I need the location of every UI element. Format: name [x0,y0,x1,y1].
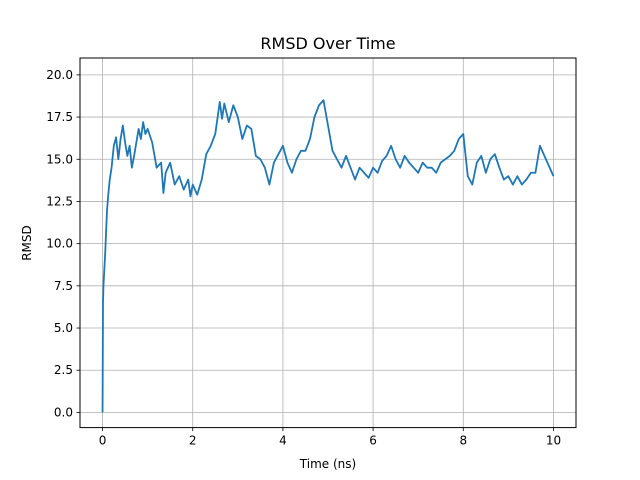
y-tick-label: 2.5 [54,363,73,377]
y-tick-label: 5.0 [54,321,73,335]
y-tick-label: 0.0 [54,405,73,419]
plot-frame [79,57,577,429]
x-tick-label: 10 [546,434,561,448]
x-tick-label: 6 [369,434,377,448]
x-tick-label: 4 [279,434,287,448]
y-tick-label: 20.0 [46,68,73,82]
y-tick-label: 7.5 [54,279,73,293]
rmsd-series-line [101,99,555,413]
chart-title: RMSD Over Time [260,34,395,53]
y-tick-label: 15.0 [46,152,73,166]
x-axis-ticks: 0 2 4 6 8 10 [99,427,561,448]
y-axis-label: RMSD [20,225,34,261]
y-axis-ticks: 0.0 2.5 5.0 7.5 10.0 12.5 15.0 17.5 20.0 [46,68,80,419]
y-tick-label: 17.5 [46,110,73,124]
y-tick-label: 12.5 [46,194,73,208]
plot-lines [101,99,555,413]
x-tick-label: 8 [459,434,467,448]
x-tick-label: 2 [189,434,197,448]
y-tick-label: 10.0 [46,237,73,251]
x-axis-label: Time (ns) [299,457,356,471]
grid [80,58,576,428]
x-tick-label: 0 [99,434,107,448]
